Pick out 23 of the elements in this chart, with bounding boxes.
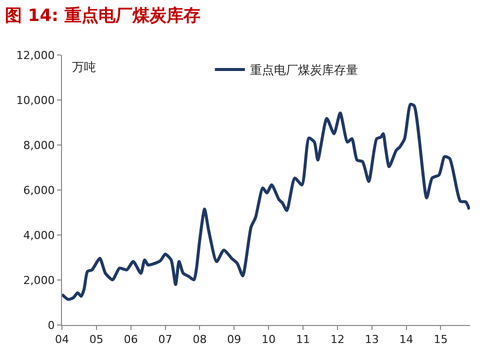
x-tick-label: 12 xyxy=(330,333,344,346)
x-tick-label: 15 xyxy=(434,333,448,346)
y-tick-label: 8,000 xyxy=(23,138,55,152)
y-tick-label: 4,000 xyxy=(23,228,55,242)
y-tick-label: 10,000 xyxy=(16,94,55,107)
x-tick-label: 07 xyxy=(158,333,172,346)
y-axis-title: 万吨 xyxy=(72,60,96,74)
x-tick-label: 08 xyxy=(192,333,207,346)
chart-title: 图 14: 重点电厂煤炭库存 xyxy=(5,6,200,26)
x-tick-label: 04 xyxy=(55,333,69,346)
y-tick-label: 12,000 xyxy=(16,48,55,62)
y-tick-label: 2,000 xyxy=(23,274,55,287)
x-tick-label: 09 xyxy=(227,333,242,346)
x-tick-label: 10 xyxy=(262,333,276,346)
line-series xyxy=(62,102,470,301)
legend-label: 重点电厂煤炭库存量 xyxy=(250,63,358,78)
y-tick-label: 6,000 xyxy=(23,184,55,197)
x-tick-label: 06 xyxy=(124,333,138,346)
x-tick-label: 05 xyxy=(89,333,104,346)
x-tick-label: 13 xyxy=(364,333,379,346)
x-tick-label: 14 xyxy=(399,333,414,346)
x-tick-label: 11 xyxy=(296,333,310,346)
y-tick-label: 0 xyxy=(48,318,55,332)
